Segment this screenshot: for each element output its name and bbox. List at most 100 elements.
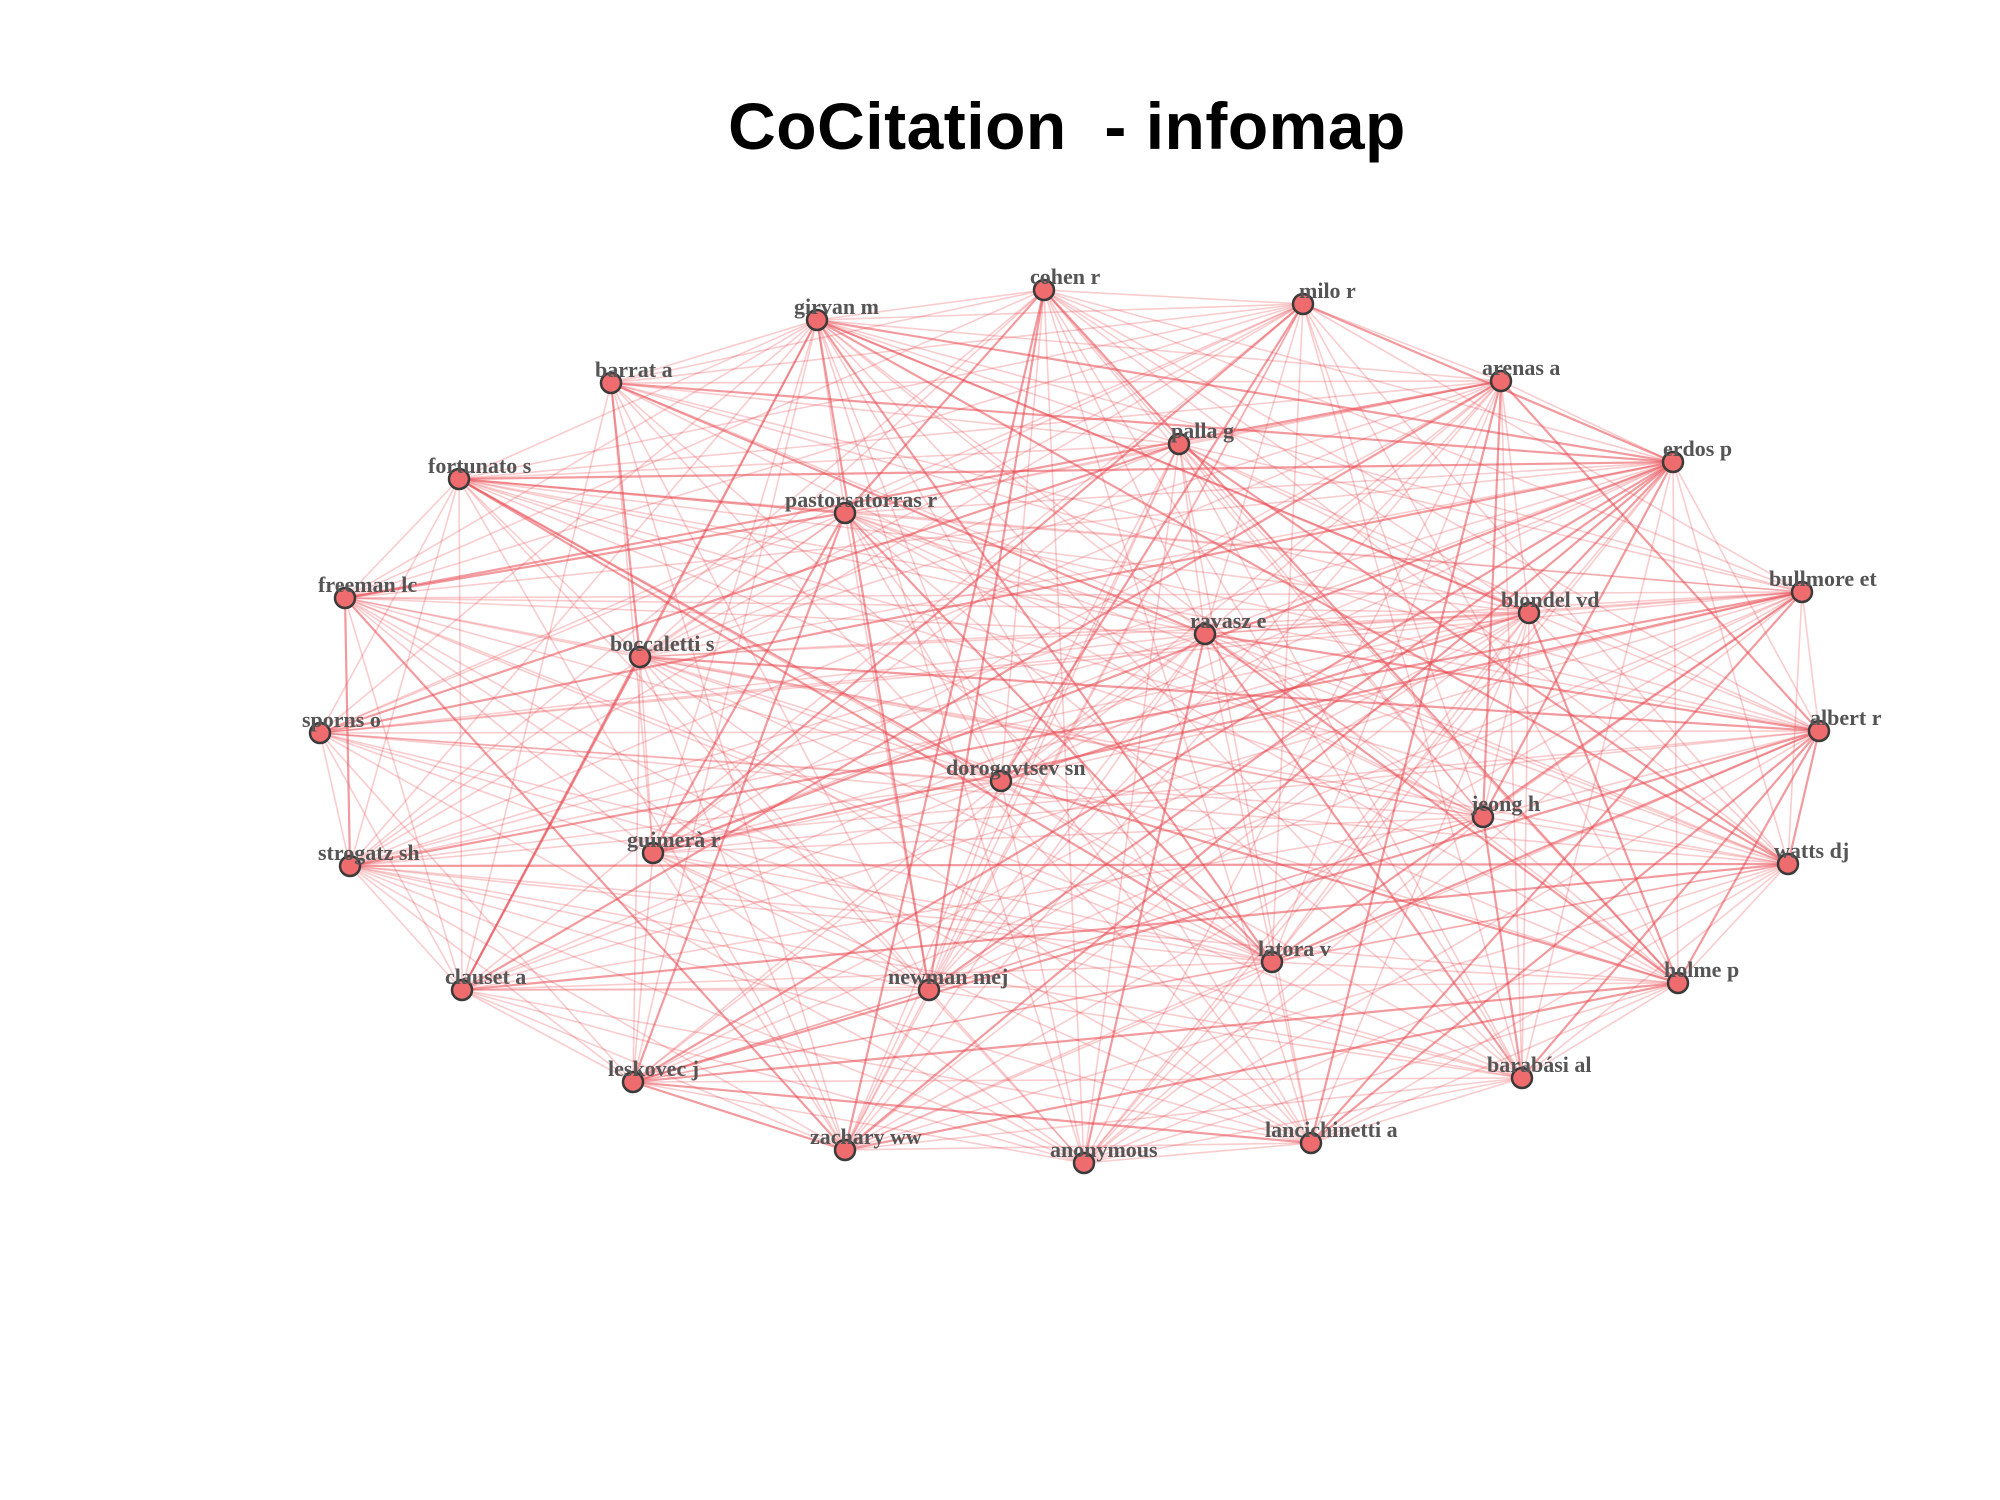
node-label-blondel-vd: blondel vd xyxy=(1501,587,1599,612)
edge xyxy=(610,382,1180,445)
edge xyxy=(1204,633,1679,984)
edge xyxy=(816,319,1273,963)
edge xyxy=(344,478,460,599)
edge xyxy=(349,512,846,867)
node-guimer-r xyxy=(641,841,665,865)
edge xyxy=(349,478,460,867)
edge xyxy=(344,511,846,600)
node-label-barrat-a: barrat a xyxy=(595,357,673,382)
edge xyxy=(652,633,1206,854)
edge xyxy=(652,852,1523,1079)
edge xyxy=(1482,730,1820,818)
node-label-leskovec-j: leskovec j xyxy=(608,1056,699,1081)
edge xyxy=(461,591,1803,991)
edge xyxy=(458,303,1304,480)
edge xyxy=(1204,303,1304,635)
edge xyxy=(344,461,1674,599)
edge xyxy=(816,319,1523,1079)
edge xyxy=(639,461,1674,658)
edge xyxy=(639,656,846,1151)
edge xyxy=(844,512,1484,818)
edge xyxy=(844,512,1523,1079)
node-barrat-a xyxy=(599,371,623,395)
edge xyxy=(844,303,1304,514)
node-label-anonymous: anonymous xyxy=(1050,1137,1158,1162)
node-arenas-a xyxy=(1489,369,1513,393)
edge xyxy=(1204,461,1674,635)
edge xyxy=(632,863,1789,1083)
edge xyxy=(1083,730,1820,1164)
edge xyxy=(458,478,1789,865)
edge xyxy=(344,591,1803,599)
edge xyxy=(344,319,818,599)
edge xyxy=(639,656,1679,984)
edge xyxy=(1083,461,1674,1164)
edge xyxy=(458,443,1180,480)
chart-title: CoCitation - infomap xyxy=(728,89,1406,163)
edge xyxy=(458,477,846,515)
edge xyxy=(458,478,1206,635)
edge xyxy=(610,382,1820,732)
edge xyxy=(1204,633,1312,1144)
edge xyxy=(344,597,1530,614)
edge xyxy=(1482,461,1674,818)
node-erdos-p xyxy=(1661,450,1685,474)
edge xyxy=(1271,303,1304,963)
edge xyxy=(1500,380,1674,463)
edge xyxy=(1672,461,1820,732)
edge xyxy=(1083,591,1803,1164)
edge xyxy=(344,597,1206,635)
edge xyxy=(844,512,1679,984)
edge xyxy=(1204,633,1789,865)
edge xyxy=(349,730,1820,867)
edge xyxy=(1302,303,1502,382)
edge xyxy=(349,590,1803,868)
edge xyxy=(349,380,1502,867)
node-pastorsatorras-r xyxy=(833,501,857,525)
edge xyxy=(1801,591,1820,732)
edge xyxy=(652,443,1180,854)
node-anonymous xyxy=(1072,1151,1096,1175)
edge xyxy=(1302,303,1803,593)
edge xyxy=(844,981,1679,1152)
edge xyxy=(632,816,1484,1083)
edge xyxy=(1482,816,1679,984)
edge xyxy=(610,382,930,991)
edge xyxy=(652,512,846,854)
node-bullmore-et xyxy=(1790,580,1814,604)
edge xyxy=(461,989,846,1151)
edge xyxy=(844,961,1273,1151)
node-label-freeman-lc: freeman lc xyxy=(318,572,417,597)
edge xyxy=(928,780,1002,991)
edge xyxy=(458,478,1484,818)
node-label-zachary-ww: zachary ww xyxy=(810,1124,922,1149)
edge xyxy=(1000,633,1206,782)
edge xyxy=(639,612,1530,658)
edge xyxy=(1204,633,1523,1079)
edge xyxy=(349,865,1312,1144)
edge xyxy=(1178,443,1530,614)
edge xyxy=(844,730,1820,1151)
node-sporns-o xyxy=(308,721,332,745)
edge xyxy=(632,1077,1523,1083)
edge xyxy=(1310,982,1679,1144)
edge xyxy=(928,591,1803,991)
edge xyxy=(349,633,1206,867)
edge xyxy=(610,382,1789,865)
edge xyxy=(816,319,1085,1164)
edge xyxy=(344,597,846,1151)
edge xyxy=(1482,612,1530,818)
edge xyxy=(652,380,1502,854)
edge xyxy=(844,512,1206,635)
edge xyxy=(461,982,1679,991)
edge xyxy=(458,478,1530,614)
edge xyxy=(319,732,1484,818)
edge xyxy=(652,319,818,854)
edge xyxy=(461,816,1484,991)
edge xyxy=(1528,591,1803,614)
edge xyxy=(652,852,1312,1144)
edge xyxy=(458,478,1002,782)
edge xyxy=(1271,729,1820,964)
edge xyxy=(1271,961,1679,984)
node-dorogovtsev-sn xyxy=(989,769,1013,793)
